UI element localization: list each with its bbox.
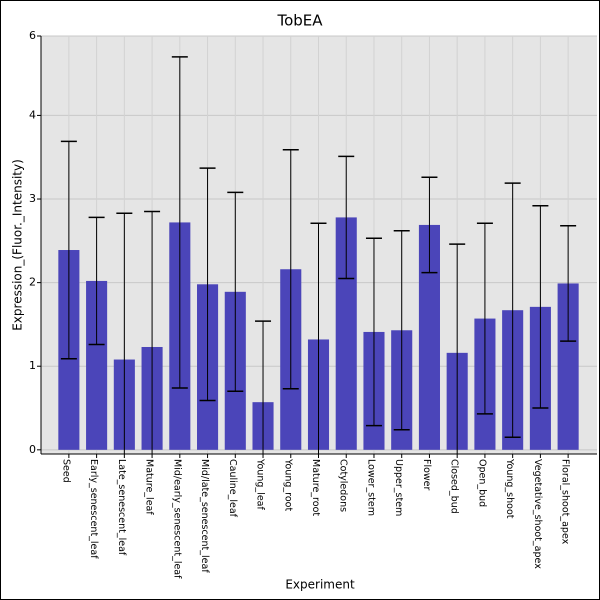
labels: 0 1 2 3 4 6 Seed Early_senescent_leaf Late_senes…	[29, 29, 571, 579]
y-tick-label: 0	[29, 443, 36, 456]
chart-title: TobEA	[276, 12, 323, 30]
x-tick-label: Young_leaf	[255, 458, 266, 510]
bar	[557, 283, 579, 450]
bar	[86, 280, 108, 450]
x-tick-label: Young_root	[282, 458, 293, 511]
x-tick-label: Mature_root	[310, 459, 321, 516]
x-tick-label: Mid/early_senescent_leaf	[171, 459, 182, 579]
y-axis-label: Expression_(Fluor._Intensity)	[11, 159, 25, 331]
x-tick-label: Cauline_leaf	[227, 459, 238, 518]
bar	[335, 217, 357, 450]
x-tick-label: Vegetative_shoot_apex	[532, 459, 543, 569]
y-tick-label: 3	[29, 192, 36, 205]
x-axis-label: Experiment	[285, 578, 355, 592]
marks	[58, 56, 579, 454]
x-tick-label: Young_shoot	[504, 458, 515, 519]
y-tick-label: 1	[29, 359, 36, 372]
y-tick-label: 4	[29, 108, 36, 121]
y-tick-label: 2	[29, 276, 36, 289]
x-tick-label: Floral_shoot_apex	[560, 459, 571, 545]
bar	[418, 224, 440, 450]
x-tick-label: Mature_leaf	[144, 459, 155, 515]
x-tick-label: Cotyledons	[338, 459, 349, 512]
x-tick-label: Upper_stem	[393, 459, 404, 516]
x-tick-label: Seed	[60, 459, 71, 483]
x-tick-label: Lower_stem	[365, 459, 376, 516]
x-tick-label: Closed_bud	[449, 459, 460, 514]
x-tick-label: Early_senescent_leaf	[88, 459, 99, 559]
x-tick-label: Flower	[421, 459, 432, 491]
y-tick-label: 6	[29, 29, 36, 42]
x-tick-label: Late_senescent_leaf	[116, 459, 127, 556]
x-tick-label: Mid/late_senescent_leaf	[199, 459, 210, 573]
x-tick-label: Open_bud	[476, 459, 487, 507]
